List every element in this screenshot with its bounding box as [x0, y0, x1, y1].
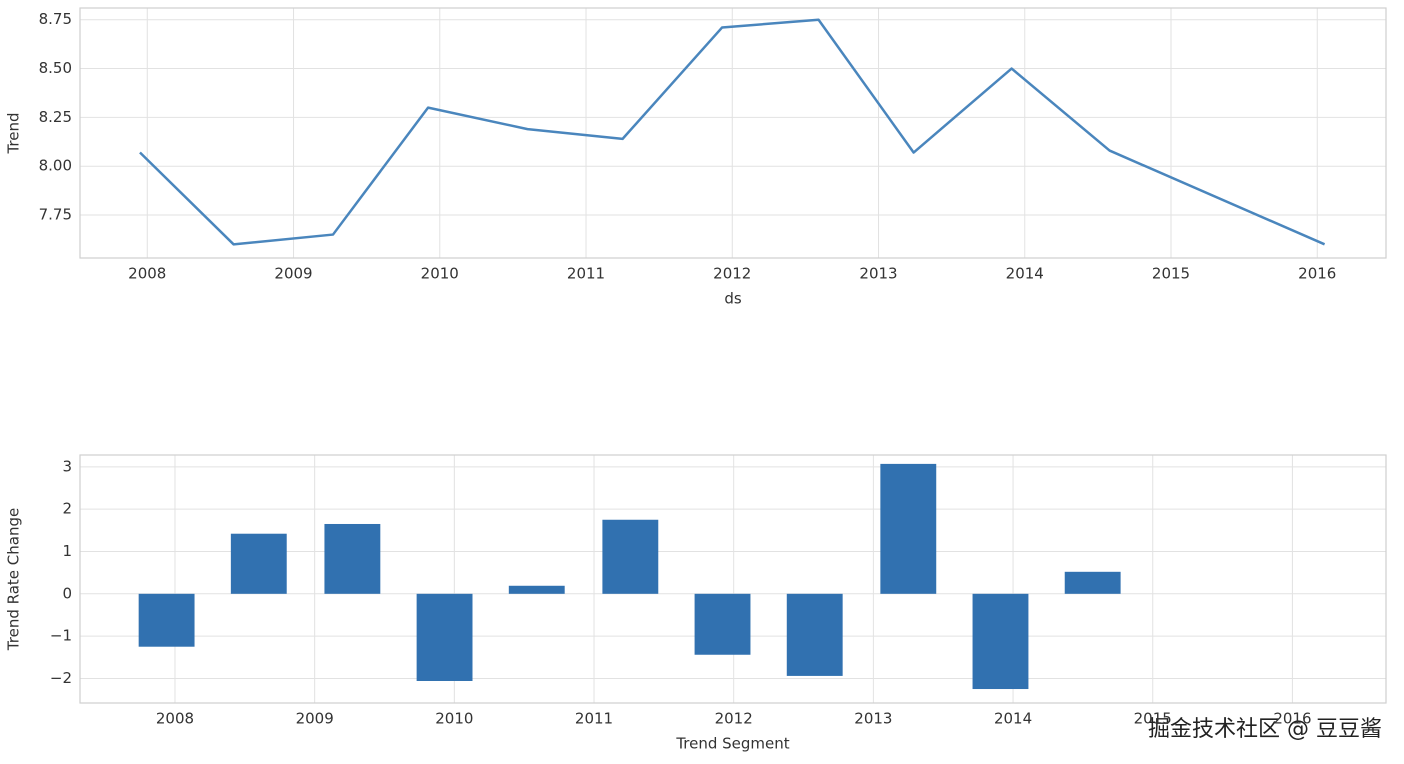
- x-tick-label: 2014: [1006, 265, 1044, 283]
- plot-frame: [79, 454, 1387, 704]
- y-tick-label: −1: [50, 627, 72, 645]
- bar: [694, 593, 751, 655]
- bar: [972, 593, 1029, 690]
- x-tick-label: 2009: [274, 265, 312, 283]
- bar: [786, 593, 843, 676]
- y-tick-label: 7.75: [39, 206, 72, 224]
- x-tick-label: 2010: [421, 265, 459, 283]
- x-tick-label: 2011: [567, 265, 605, 283]
- x-tick-label: 2012: [715, 710, 753, 728]
- x-tick-label: 2011: [575, 710, 613, 728]
- bar: [138, 593, 195, 647]
- bar: [880, 463, 937, 594]
- x-tick-label: 2013: [854, 710, 892, 728]
- bar: [230, 533, 287, 594]
- x-tick-label: 2013: [859, 265, 897, 283]
- plot-frame: [79, 7, 1387, 259]
- x-tick-label: 2008: [156, 710, 194, 728]
- bar: [1064, 571, 1121, 594]
- y-tick-label: 8.75: [39, 10, 72, 28]
- x-tick-label: 2016: [1298, 265, 1336, 283]
- x-tick-label: 2008: [128, 265, 166, 283]
- y-axis-label: Trend: [5, 112, 23, 154]
- x-tick-label: 2014: [994, 710, 1032, 728]
- y-tick-label: 8.25: [39, 108, 72, 126]
- x-tick-label: 2010: [435, 710, 473, 728]
- x-tick-label: 2015: [1152, 265, 1190, 283]
- y-tick-label: 1: [62, 542, 72, 560]
- y-tick-label: 8.00: [39, 157, 72, 175]
- bar: [602, 519, 659, 594]
- x-tick-label: 2009: [296, 710, 334, 728]
- y-tick-label: 8.50: [39, 59, 72, 77]
- y-tick-label: 3: [62, 457, 72, 475]
- x-tick-label: 2016: [1273, 710, 1311, 728]
- x-tick-label: 2012: [713, 265, 751, 283]
- y-tick-label: 2: [62, 500, 72, 518]
- x-axis-label: Trend Segment: [675, 735, 789, 753]
- bar: [416, 593, 473, 681]
- y-tick-label: 0: [62, 584, 72, 602]
- trend-line: [139, 18, 1326, 246]
- bar: [324, 523, 381, 594]
- y-axis-label: Trend Rate Change: [5, 508, 23, 651]
- y-tick-label: −2: [50, 669, 72, 687]
- x-axis-label: ds: [724, 290, 742, 308]
- bar: [508, 585, 565, 594]
- watermark: 掘金技术社区 @ 豆豆酱: [1148, 717, 1382, 742]
- x-tick-label: 2015: [1134, 710, 1172, 728]
